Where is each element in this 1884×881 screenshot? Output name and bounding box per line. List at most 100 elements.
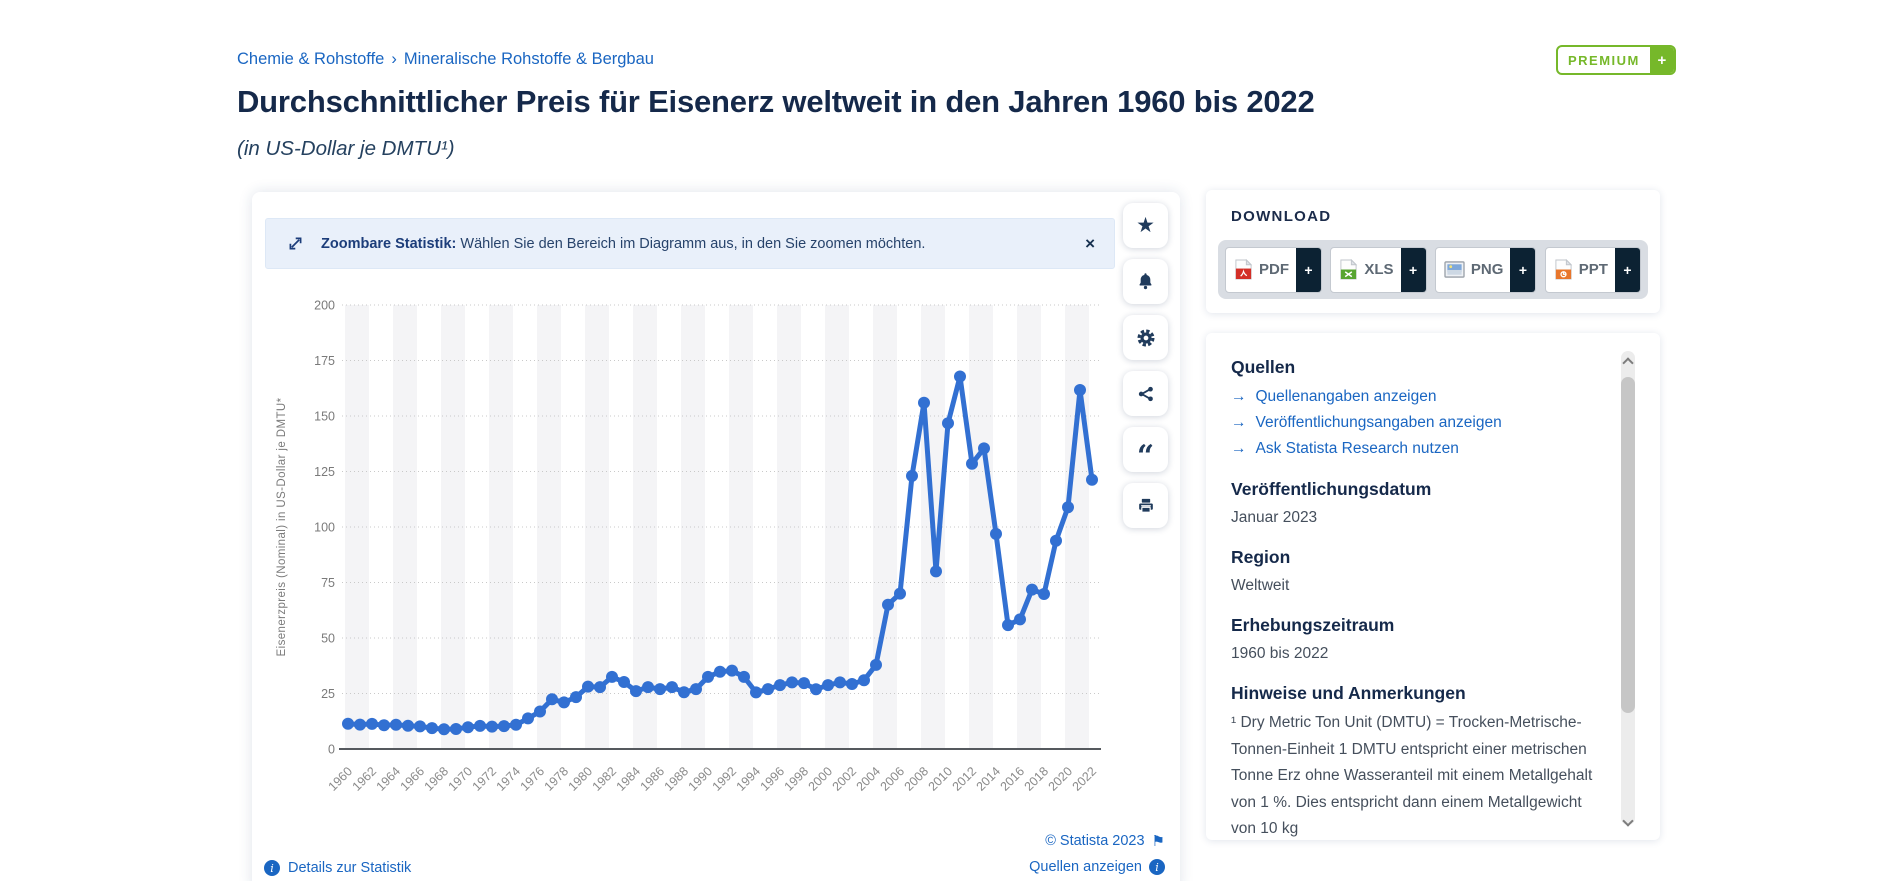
quellenangaben-link[interactable]: → Quellenangaben anzeigen <box>1231 384 1601 410</box>
download-xls-plus-icon[interactable]: + <box>1400 247 1426 292</box>
svg-text:1974: 1974 <box>494 764 524 794</box>
favorite-button[interactable]: ★ <box>1123 203 1168 248</box>
svg-text:1964: 1964 <box>374 764 404 794</box>
download-png-button[interactable]: PNG + <box>1434 246 1537 293</box>
svg-text:1978: 1978 <box>542 764 572 794</box>
download-ppt-plus-icon[interactable]: + <box>1614 247 1640 292</box>
svg-text:50: 50 <box>321 632 335 646</box>
settings-button[interactable] <box>1123 315 1168 360</box>
svg-text:1984: 1984 <box>614 764 644 794</box>
download-png-plus-icon[interactable]: + <box>1510 247 1536 292</box>
svg-text:2012: 2012 <box>950 764 980 794</box>
info-icon: i <box>1149 859 1165 875</box>
banner-text: Zoombare Statistik: Wählen Sie den Berei… <box>321 235 926 252</box>
svg-text:1960: 1960 <box>326 764 356 794</box>
svg-text:0: 0 <box>328 743 335 757</box>
png-image-icon <box>1444 260 1465 279</box>
svg-text:125: 125 <box>314 465 335 479</box>
svg-text:1986: 1986 <box>638 764 668 794</box>
svg-text:75: 75 <box>321 576 335 590</box>
bell-icon <box>1139 273 1152 290</box>
premium-plus-icon[interactable]: + <box>1649 47 1674 73</box>
zoom-expand-icon <box>287 235 304 252</box>
breadcrumb-link-mineralische-rohstoffe[interactable]: Mineralische Rohstoffe & Bergbau <box>403 50 654 68</box>
ppt-file-icon <box>1554 259 1573 280</box>
pdf-file-icon <box>1234 259 1253 280</box>
copyright-label: © Statista 2023 <box>1045 833 1145 849</box>
svg-text:Eisenerzpreis (Nominal) in US-: Eisenerzpreis (Nominal) in US-Dollar je … <box>276 397 288 656</box>
notes-text: ¹ Dry Metric Ton Unit (DMTU) = Trocken-M… <box>1231 714 1593 837</box>
svg-text:2006: 2006 <box>878 764 908 794</box>
svg-text:1972: 1972 <box>470 764 500 794</box>
download-ppt-button[interactable]: PPT + <box>1544 246 1641 293</box>
download-png-label: PNG <box>1470 261 1504 278</box>
info-icon: i <box>264 860 280 876</box>
download-pdf-label: PDF <box>1259 261 1289 278</box>
svg-text:1998: 1998 <box>782 764 812 794</box>
quote-icon: “ <box>1136 438 1155 474</box>
cite-button[interactable]: “ <box>1123 427 1168 472</box>
scrollbar-thumb[interactable] <box>1621 377 1635 713</box>
arrow-icon: → <box>1231 414 1247 431</box>
tool-rail: ★ “ <box>1123 203 1169 539</box>
breadcrumb-separator: › <box>391 50 397 68</box>
region-heading: Region <box>1231 547 1291 567</box>
alert-button[interactable] <box>1123 259 1168 304</box>
svg-text:100: 100 <box>314 521 335 535</box>
veroeffentlichungsangaben-link[interactable]: → Veröffentlichungsangaben anzeigen <box>1231 410 1601 436</box>
download-heading: DOWNLOAD <box>1231 208 1332 225</box>
svg-text:200: 200 <box>314 299 335 313</box>
breadcrumb-link-chemie-rohstoffe[interactable]: Chemie & Rohstoffe <box>237 50 385 68</box>
svg-text:150: 150 <box>314 410 335 424</box>
svg-text:2018: 2018 <box>1022 764 1052 794</box>
publication-date-value: Januar 2023 <box>1231 509 1318 526</box>
share-button[interactable] <box>1123 371 1168 416</box>
svg-text:1990: 1990 <box>686 764 716 794</box>
ask-statista-research-link[interactable]: → Ask Statista Research nutzen <box>1231 436 1601 462</box>
chart-footer-right: © Statista 2023 ⚑ Quellen anzeigen i <box>1029 832 1165 875</box>
banner-close-icon[interactable]: × <box>1085 234 1095 253</box>
premium-label: PREMIUM <box>1568 52 1640 68</box>
print-button[interactable] <box>1123 483 1168 528</box>
svg-text:2002: 2002 <box>830 764 860 794</box>
details-link-label: Details zur Statistik <box>288 860 412 876</box>
svg-text:1988: 1988 <box>662 764 692 794</box>
svg-text:2016: 2016 <box>998 764 1028 794</box>
download-bar: PDF + XLS + <box>1218 240 1648 299</box>
copyright-line[interactable]: © Statista 2023 ⚑ <box>1029 832 1165 850</box>
gear-icon <box>1136 328 1155 347</box>
svg-text:2000: 2000 <box>806 764 836 794</box>
svg-text:175: 175 <box>314 354 335 368</box>
survey-period-value: 1960 bis 2022 <box>1231 645 1329 662</box>
svg-text:2020: 2020 <box>1046 764 1076 794</box>
download-card: DOWNLOAD PDF + <box>1206 190 1660 313</box>
svg-text:1962: 1962 <box>350 764 380 794</box>
flag-icon: ⚑ <box>1151 833 1165 850</box>
breadcrumb: Chemie & Rohstoffe › Mineralische Rohstoff… <box>237 50 654 69</box>
statistic-chart-card: Zoombare Statistik: Wählen Sie den Berei… <box>252 192 1180 881</box>
svg-text:2022: 2022 <box>1070 764 1100 794</box>
download-pdf-button[interactable]: PDF + <box>1225 246 1322 293</box>
page-title: Durchschnittlicher Preis für Eisenerz we… <box>237 84 1315 119</box>
iron-ore-price-line-chart[interactable]: 0255075100125150175200196019621964196619… <box>265 240 1125 815</box>
download-xls-label: XLS <box>1364 261 1394 278</box>
download-xls-button[interactable]: XLS + <box>1330 246 1427 293</box>
svg-text:1994: 1994 <box>734 764 764 794</box>
quellen-heading: Quellen <box>1231 357 1296 377</box>
arrow-icon: → <box>1231 388 1247 405</box>
survey-period-heading: Erhebungszeitraum <box>1231 615 1395 635</box>
star-icon: ★ <box>1136 214 1155 237</box>
svg-text:1966: 1966 <box>398 764 428 794</box>
sources-card: Quellen → Quellenangaben anzeigen → Verö… <box>1206 333 1660 840</box>
svg-text:1996: 1996 <box>758 764 788 794</box>
download-ppt-label: PPT <box>1578 261 1608 278</box>
svg-text:1970: 1970 <box>446 764 476 794</box>
premium-badge[interactable]: PREMIUM + <box>1556 45 1676 75</box>
details-link[interactable]: i Details zur Statistik <box>264 860 411 876</box>
sources-show-link[interactable]: Quellen anzeigen i <box>1029 859 1165 875</box>
svg-text:1976: 1976 <box>518 764 548 794</box>
publication-date-heading: Veröffentlichungsdatum <box>1231 479 1432 499</box>
xls-file-icon <box>1339 259 1358 280</box>
download-pdf-plus-icon[interactable]: + <box>1296 247 1321 292</box>
